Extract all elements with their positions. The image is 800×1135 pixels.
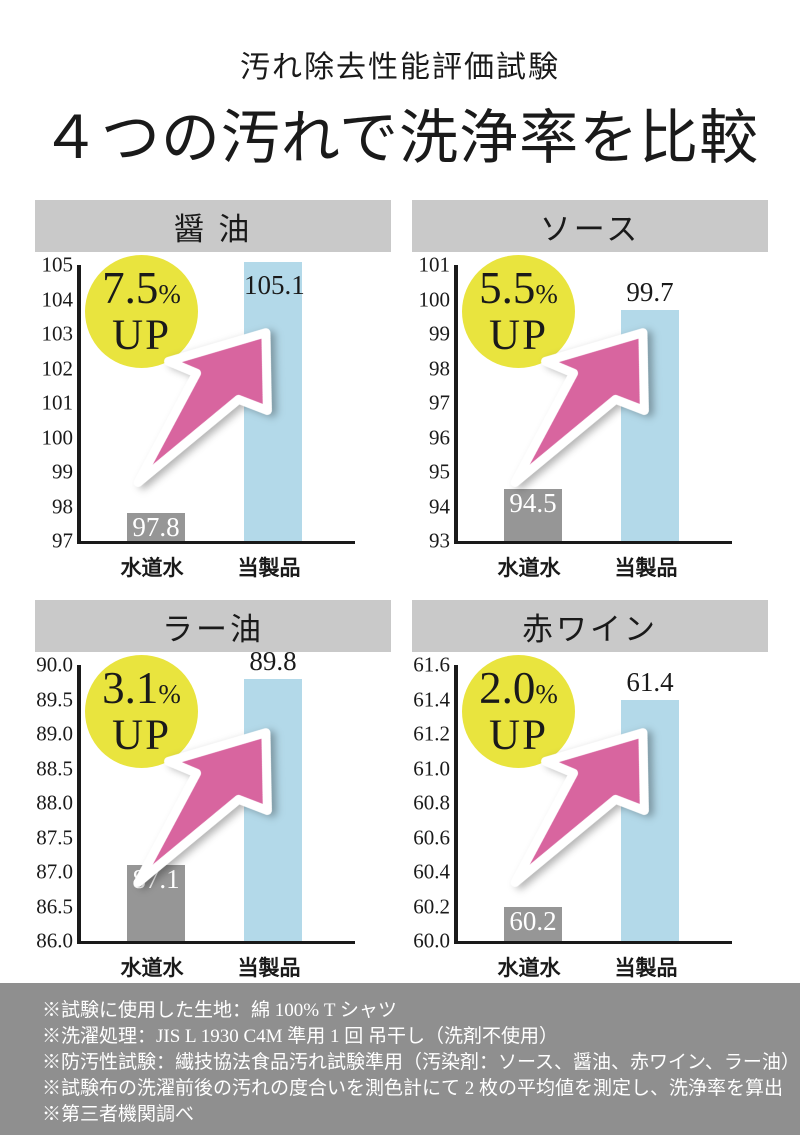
badge-percent-value: 3.1% bbox=[102, 663, 181, 713]
percent-up-badge: 5.5% UP bbox=[462, 255, 575, 368]
badge-up-label: UP bbox=[489, 312, 548, 359]
footer-notes: ※試験に使用した生地：綿 100% T シャツ ※洗濯処理：JIS L 1930… bbox=[0, 983, 800, 1135]
bar-tap-water: 97.8 bbox=[127, 512, 185, 543]
y-tick-label: 104 bbox=[41, 287, 74, 311]
chart-title: 醤 油 bbox=[35, 200, 391, 252]
y-tick-label: 60.8 bbox=[413, 790, 450, 815]
x-label-product: 当製品 bbox=[614, 556, 678, 580]
percent-up-badge: 2.0% UP bbox=[462, 655, 575, 768]
x-label-tap-water: 水道水 bbox=[120, 956, 184, 980]
y-tick-label: 90.0 bbox=[36, 652, 73, 677]
note-line: ※試験布の洗濯前後の汚れの度合いを測色計にて 2 枚の平均値を測定し、洗浄率を算… bbox=[42, 1078, 784, 1099]
note-line: ※試験に使用した生地：綿 100% T シャツ bbox=[42, 1000, 397, 1021]
x-label-tap-water: 水道水 bbox=[497, 956, 561, 980]
badge-up-label: UP bbox=[489, 712, 548, 759]
y-tick-label: 61.2 bbox=[413, 721, 450, 746]
y-tick-label: 98 bbox=[52, 494, 73, 518]
y-tick-label: 60.4 bbox=[413, 859, 450, 884]
y-tick-label: 100 bbox=[418, 287, 451, 311]
note-line: ※洗濯処理：JIS L 1930 C4M 準用 1 回 吊干し（洗剤不使用） bbox=[42, 1026, 559, 1047]
bar-value-label: 61.4 bbox=[626, 667, 674, 698]
badge-up-label: UP bbox=[112, 312, 171, 359]
y-tick-label: 61.6 bbox=[413, 652, 450, 677]
bar-value-label: 97.8 bbox=[132, 512, 180, 543]
plot-area: 60.2 61.4 2.0% UP bbox=[454, 655, 732, 944]
badge-percent-value: 7.5% bbox=[102, 263, 181, 313]
chart-title: 赤ワイン bbox=[412, 600, 768, 652]
y-tick-label: 101 bbox=[41, 390, 74, 415]
percent-up-badge: 7.5% UP bbox=[85, 255, 198, 368]
chart-panel-red-wine: 赤ワイン 61.6 61.4 61.2 61.0 60.8 60.6 60.4 60.2 60.… bbox=[412, 600, 768, 992]
bar-value-label: 94.5 bbox=[509, 488, 557, 519]
y-axis: 61.6 61.4 61.2 61.0 60.8 60.6 60.4 60.2 60.0 bbox=[412, 653, 450, 953]
y-tick-label: 88.5 bbox=[36, 756, 73, 780]
chart-panel-sauce: ソース 101 100 99 98 97 96 95 94 93 94.5 99.7 5.5% … bbox=[412, 200, 768, 592]
badge-percent-value: 2.0% bbox=[479, 663, 558, 713]
y-tick-label: 60.0 bbox=[413, 928, 450, 953]
bar-value-label: 99.7 bbox=[626, 277, 674, 308]
x-label-tap-water: 水道水 bbox=[497, 556, 561, 580]
y-tick-label: 86.5 bbox=[36, 894, 73, 918]
y-tick-label: 61.4 bbox=[413, 687, 450, 711]
y-tick-label: 101 bbox=[418, 252, 451, 277]
y-tick-label: 93 bbox=[429, 528, 450, 553]
bar-tap-water: 94.5 bbox=[504, 489, 562, 541]
y-tick-label: 88.0 bbox=[36, 790, 73, 815]
y-tick-label: 102 bbox=[41, 356, 74, 380]
x-axis-labels: 水道水 当製品 bbox=[77, 952, 351, 982]
page-title: ４つの汚れで洗浄率を比較 bbox=[40, 105, 760, 171]
y-axis: 90.0 89.5 89.0 88.5 88.0 87.5 87.0 86.5 86.0 bbox=[35, 653, 73, 953]
bar-value-label: 105.1 bbox=[244, 269, 305, 300]
bar-value-label: 60.2 bbox=[509, 905, 557, 936]
increase-arrow-icon bbox=[510, 728, 649, 888]
x-axis-labels: 水道水 当製品 bbox=[77, 552, 351, 582]
x-axis-labels: 水道水 当製品 bbox=[454, 952, 728, 982]
y-tick-label: 97 bbox=[429, 390, 450, 415]
y-tick-label: 87.5 bbox=[36, 825, 73, 849]
y-tick-label: 99 bbox=[429, 321, 450, 346]
chart-title: ソース bbox=[412, 200, 768, 252]
y-tick-label: 89.5 bbox=[36, 687, 73, 711]
plot-area: 97.8 105.1 7.5% UP bbox=[77, 255, 355, 544]
y-tick-label: 95 bbox=[429, 459, 450, 484]
note-line: ※第三者機関調べ bbox=[42, 1104, 195, 1125]
x-label-product: 当製品 bbox=[237, 956, 301, 980]
increase-arrow-icon bbox=[510, 328, 649, 488]
page-subtitle: 汚れ除去性能評価試験 bbox=[240, 51, 560, 84]
y-tick-label: 99 bbox=[52, 459, 73, 484]
increase-arrow-icon bbox=[133, 328, 272, 488]
bar-value-label: 89.8 bbox=[249, 646, 297, 677]
y-tick-label: 103 bbox=[41, 321, 74, 346]
y-tick-label: 94 bbox=[429, 494, 450, 518]
y-tick-label: 61.0 bbox=[413, 756, 450, 780]
x-label-tap-water: 水道水 bbox=[120, 556, 184, 580]
plot-area: 94.5 99.7 5.5% UP bbox=[454, 255, 732, 544]
chart-panel-chili-oil: ラー油 90.0 89.5 89.0 88.5 88.0 87.5 87.0 86.5 86.0… bbox=[35, 600, 391, 992]
y-tick-label: 87.0 bbox=[36, 859, 73, 884]
badge-up-label: UP bbox=[112, 712, 171, 759]
y-tick-label: 100 bbox=[41, 425, 74, 449]
y-tick-label: 97 bbox=[52, 528, 73, 553]
y-axis: 101 100 99 98 97 96 95 94 93 bbox=[412, 253, 451, 553]
y-tick-label: 89.0 bbox=[36, 721, 73, 746]
bar-tap-water: 60.2 bbox=[504, 905, 562, 941]
y-axis: 105 104 103 102 101 100 99 98 97 bbox=[35, 253, 74, 553]
badge-percent-value: 5.5% bbox=[479, 263, 558, 313]
y-tick-label: 98 bbox=[429, 356, 450, 380]
increase-arrow-icon bbox=[133, 728, 272, 888]
x-label-product: 当製品 bbox=[614, 956, 678, 980]
y-tick-label: 60.6 bbox=[413, 825, 450, 849]
plot-area: 87.1 89.8 3.1% UP bbox=[77, 647, 355, 944]
note-line: ※防汚性試験：繊技協法食品汚れ試験準用（汚染剤：ソース、醤油、赤ワイン、ラー油） bbox=[42, 1052, 800, 1073]
x-axis-labels: 水道水 当製品 bbox=[454, 552, 728, 582]
chart-title: ラー油 bbox=[35, 600, 391, 652]
y-tick-label: 86.0 bbox=[36, 928, 73, 953]
y-tick-label: 105 bbox=[41, 252, 74, 277]
chart-panel-soy-sauce: 醤 油 105 104 103 102 101 100 99 98 97 97.8 105.1 … bbox=[35, 200, 391, 592]
y-tick-label: 60.2 bbox=[413, 894, 450, 918]
percent-up-badge: 3.1% UP bbox=[85, 655, 198, 768]
x-label-product: 当製品 bbox=[237, 556, 301, 580]
y-tick-label: 96 bbox=[429, 425, 450, 449]
